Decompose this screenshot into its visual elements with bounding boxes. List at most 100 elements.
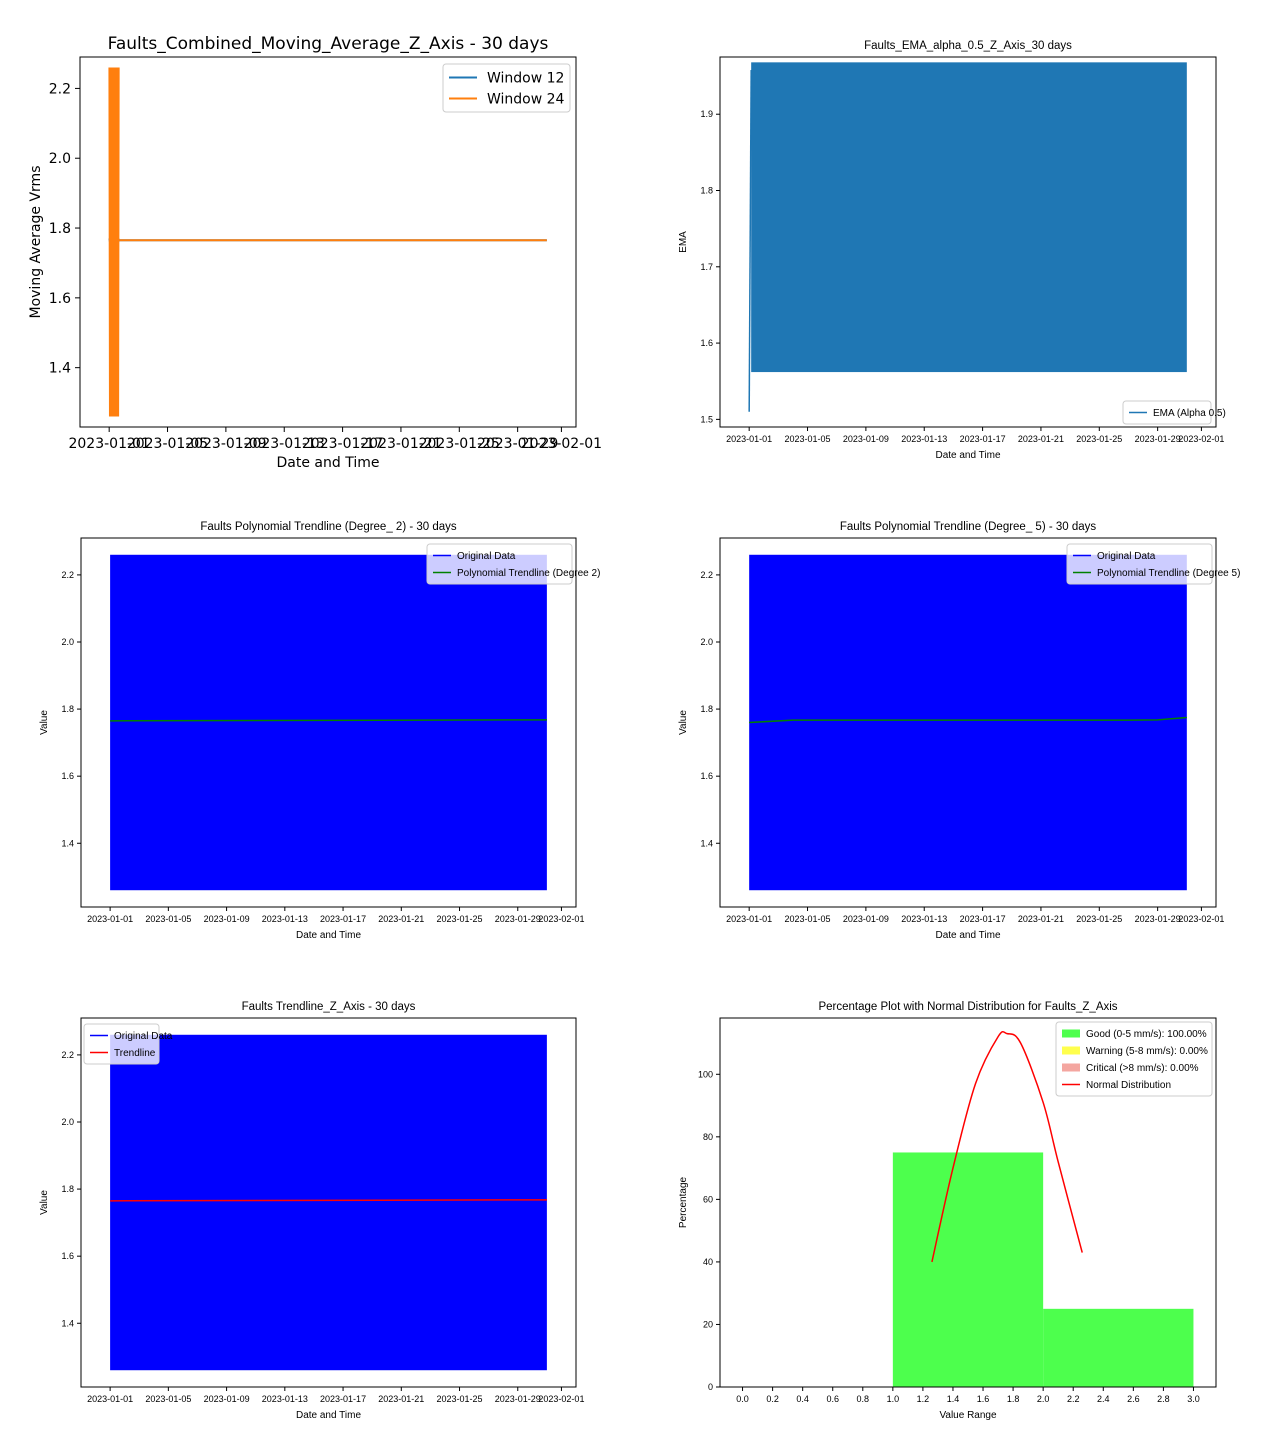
x-tick-label: 2023-01-13 [244, 436, 325, 452]
y-tick-label: 60 [703, 1194, 713, 1204]
x-tick-label: 2023-01-17 [320, 914, 366, 924]
legend-swatch [1062, 1063, 1080, 1072]
x-tick-label: 2023-01-29 [495, 1394, 541, 1404]
x-tick-label: 2023-01-01 [726, 914, 772, 924]
y-tick-label: 2.2 [61, 570, 74, 580]
y-tick-label: 2.0 [49, 151, 71, 167]
legend-box [1066, 543, 1213, 585]
x-tick-label: 2023-01-09 [204, 1394, 250, 1404]
y-tick-label: 1.9 [700, 109, 713, 119]
y-tick-label: 20 [703, 1319, 713, 1329]
x-tick-label: 2023-01-01 [68, 436, 149, 452]
trendline [110, 719, 547, 722]
y-tick-label: 2.2 [49, 81, 71, 97]
y-tick-label: 2.0 [700, 637, 713, 647]
x-tick-label: 2023-01-05 [145, 914, 191, 924]
legend-entry: Polynomial Trendline (Degree 5) [1097, 568, 1240, 579]
y-tick-label: 40 [703, 1257, 713, 1267]
y-tick-label: 80 [703, 1132, 713, 1142]
x-tick-label: 2023-01-17 [960, 434, 1006, 444]
x-tick-label: 1.4 [947, 1394, 960, 1404]
chart-title: Faults Trendline_Z_Axis - 30 days [242, 1001, 416, 1013]
plot-frame [79, 56, 577, 428]
chart-title: Faults_EMA_alpha_0.5_Z_Axis_30 days [864, 40, 1072, 52]
y-tick-label: 1.4 [61, 838, 74, 848]
y-tick-label: 1.8 [61, 1184, 74, 1194]
chart-poly-degree-2: Faults Polynomial Trendline (Degree_ 2) … [39, 521, 600, 941]
x-tick-label: 2023-01-13 [262, 1394, 308, 1404]
chart-title: Faults Polynomial Trendline (Degree_ 2) … [200, 521, 457, 533]
x-tick-label: 2.2 [1067, 1394, 1080, 1404]
x-tick-label: 2.0 [1037, 1394, 1050, 1404]
x-tick-label: 2023-01-29 [1135, 914, 1181, 924]
y-axis-label: Value [678, 710, 689, 735]
y-tick-label: 2.2 [61, 1050, 74, 1060]
x-tick-label: 2023-02-01 [538, 1394, 584, 1404]
y-tick-label: 2.0 [61, 637, 74, 647]
y-axis-label: Percentage [678, 1176, 689, 1228]
y-tick-label: 1.7 [700, 262, 713, 272]
y-tick-label: 1.6 [61, 1251, 74, 1261]
x-tick-label: 2023-01-09 [843, 914, 889, 924]
legend-box [83, 1023, 160, 1065]
x-tick-label: 2023-01-05 [127, 436, 208, 452]
x-tick-label: 2023-01-13 [262, 914, 308, 924]
chart-title: Faults_Combined_Moving_Average_Z_Axis - … [108, 34, 549, 54]
ema-start-line [748, 69, 752, 412]
x-tick-label: 2023-01-09 [204, 914, 250, 924]
trendline [110, 1199, 547, 1202]
y-tick-label: 1.4 [61, 1318, 74, 1328]
y-tick-label: 1.5 [700, 414, 713, 424]
x-tick-label: 2023-01-01 [87, 1394, 133, 1404]
chart-trendline: Faults Trendline_Z_Axis - 30 days 2023-01… [39, 1001, 584, 1421]
legend-entry: Trendline [114, 1048, 156, 1059]
original-data-band [110, 1034, 547, 1371]
x-tick-label: 2023-01-25 [1076, 914, 1122, 924]
x-tick-label: 0.6 [826, 1394, 839, 1404]
original-data-band [749, 554, 1187, 891]
x-tick-label: 2023-01-09 [185, 436, 266, 452]
x-tick-label: 0.2 [766, 1394, 779, 1404]
x-tick-label: 0.0 [736, 1394, 749, 1404]
legend: Original Data Polynomial Trendline (Degre… [426, 543, 600, 585]
legend: EMA (Alpha 0.5) [1122, 400, 1226, 425]
x-tick-label: 2023-01-21 [360, 436, 441, 452]
y-tick-label: 1.6 [49, 291, 71, 307]
x-tick-label: 2023-01-25 [437, 1394, 483, 1404]
y-tick-label: 1.4 [49, 361, 71, 377]
legend-entry: Original Data [1097, 551, 1156, 562]
x-tick-label: 2023-01-05 [145, 1394, 191, 1404]
x-tick-label: 2023-01-13 [901, 434, 947, 444]
chart-poly-degree-5: Faults Polynomial Trendline (Degree_ 5) … [678, 521, 1240, 941]
plot-frame [719, 1017, 1217, 1388]
x-tick-label: 2023-01-21 [1018, 914, 1064, 924]
x-tick-label: 2023-02-01 [1178, 914, 1224, 924]
x-tick-label: 2023-01-01 [726, 434, 772, 444]
y-tick-label: 1.6 [61, 771, 74, 781]
legend-entry: Original Data [457, 551, 516, 562]
x-tick-label: 2023-01-25 [1076, 434, 1122, 444]
x-tick-label: 2023-01-05 [785, 914, 831, 924]
y-tick-label: 2.2 [700, 570, 713, 580]
x-tick-label: 2.4 [1097, 1394, 1110, 1404]
x-tick-label: 2.8 [1157, 1394, 1170, 1404]
x-tick-label: 2023-01-29 [477, 436, 558, 452]
x-axis-label: Value Range [939, 1410, 997, 1421]
x-tick-label: 2023-01-21 [1018, 434, 1064, 444]
x-tick-label: 2023-01-21 [378, 1394, 424, 1404]
y-tick-label: 100 [698, 1069, 713, 1079]
x-axis-label: Date and Time [935, 930, 1000, 941]
plot-frame [80, 1017, 577, 1388]
legend-swatch [1062, 1029, 1080, 1038]
legend: Original Data Trendline [83, 1023, 173, 1065]
x-axis-label: Date and Time [296, 1410, 361, 1421]
chart-ema: Faults_EMA_alpha_0.5_Z_Axis_30 days 2023-… [678, 40, 1226, 461]
x-tick-label: 2023-01-13 [901, 914, 947, 924]
x-tick-label: 2023-01-09 [843, 434, 889, 444]
x-tick-label: 1.6 [977, 1394, 990, 1404]
x-tick-label: 1.8 [1007, 1394, 1020, 1404]
y-tick-label: 2.0 [61, 1117, 74, 1127]
legend: Good (0-5 mm/s): 100.00% Warning (5-8 mm/… [1055, 1021, 1213, 1097]
plot-frame [80, 537, 577, 908]
y-axis-label: Value [39, 1190, 50, 1215]
